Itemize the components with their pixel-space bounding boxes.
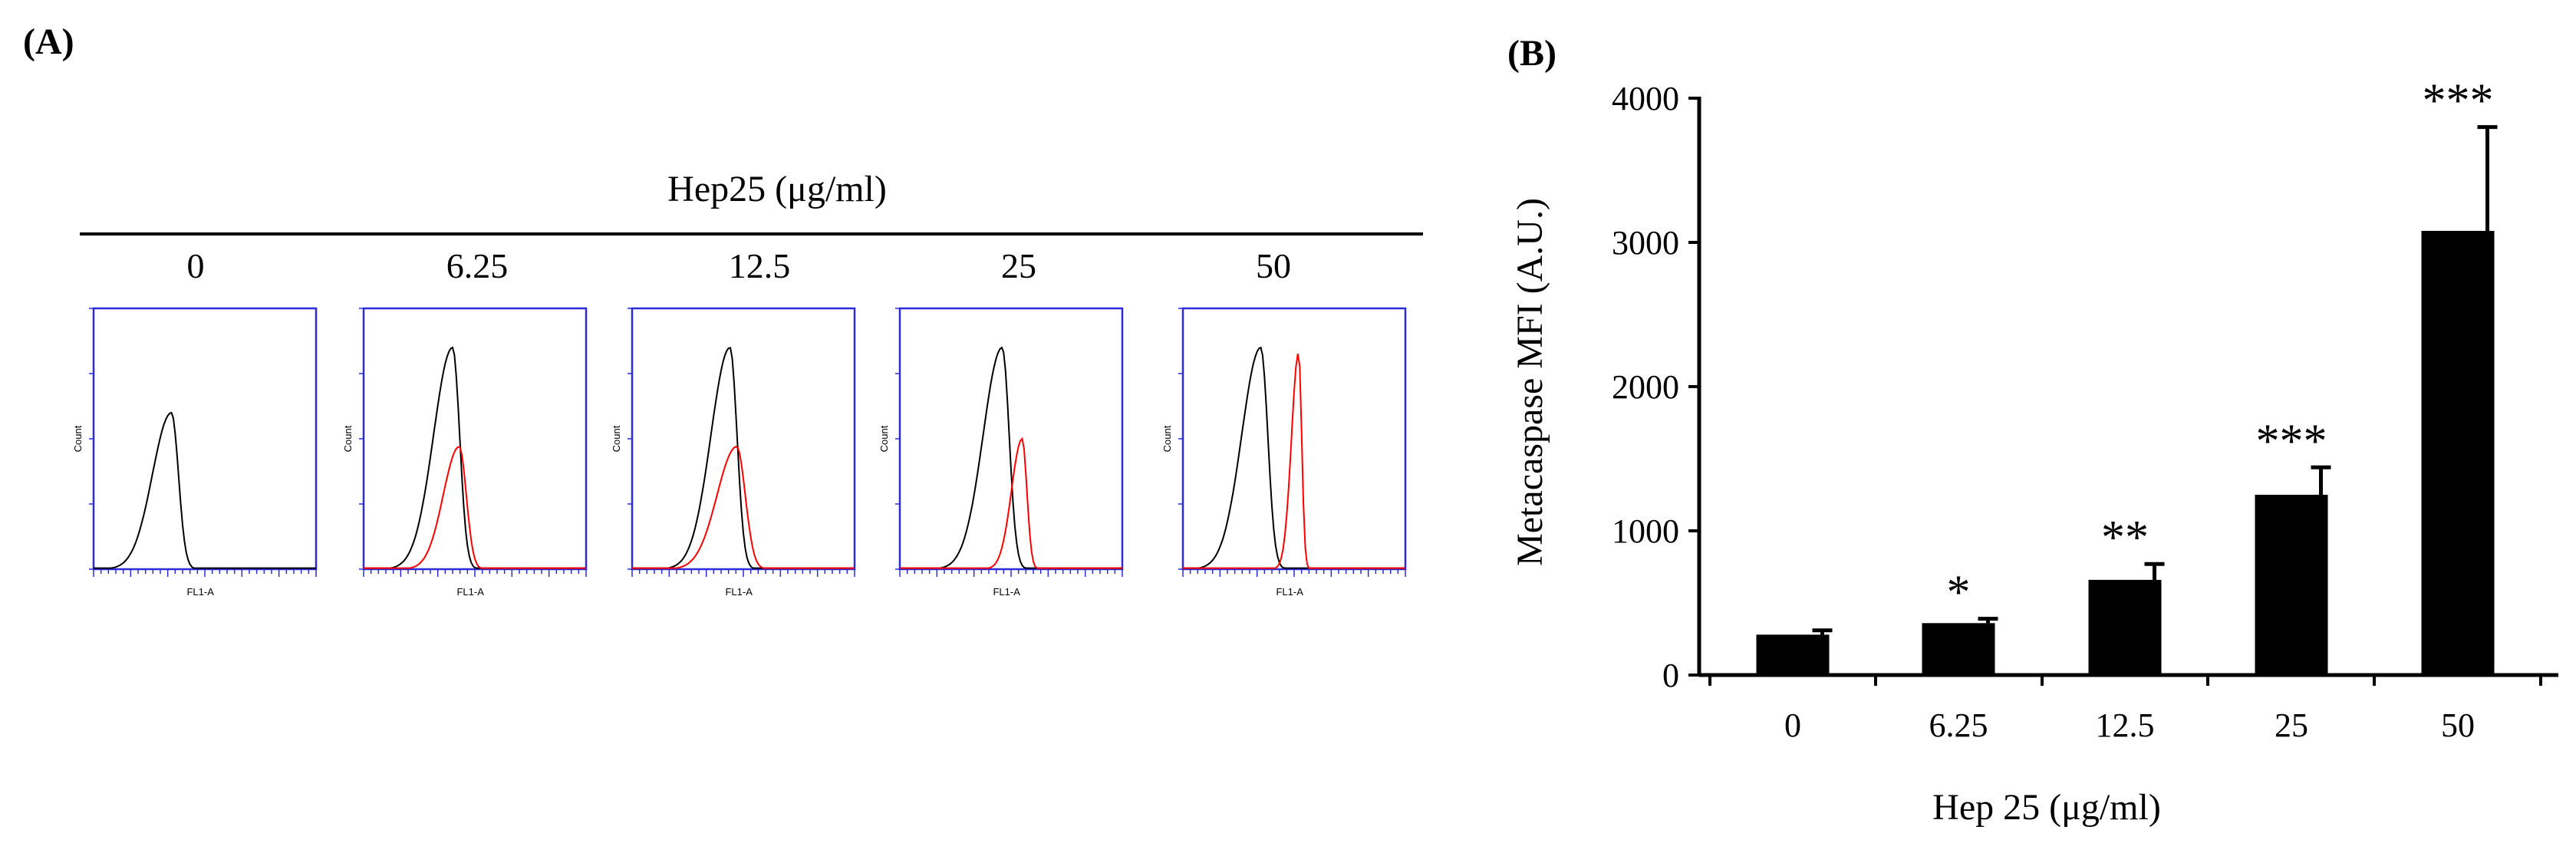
conc-label-6.25: 6.25 bbox=[446, 246, 509, 285]
significance-12.5: ** bbox=[2101, 512, 2149, 564]
x-tick-label-25: 25 bbox=[2275, 706, 2308, 744]
flow-histograms: FL1-A Count FL1-A Count FL1-A Count FL1-A Count… bbox=[72, 307, 1407, 598]
concentration-labels: 0 6.25 12.5 25 50 bbox=[187, 246, 1292, 285]
bar-6.25 bbox=[1922, 623, 1995, 675]
histogram-xlabel: FL1-A bbox=[993, 586, 1020, 598]
histogram-xlabel: FL1-A bbox=[1276, 586, 1303, 598]
control-histogram-curve bbox=[1183, 346, 1405, 569]
y-tick-label-0: 0 bbox=[1662, 657, 1679, 694]
histogram-xlabel: FL1-A bbox=[186, 586, 214, 598]
treated-histogram-curve bbox=[900, 436, 1122, 569]
bar-12.5 bbox=[2088, 579, 2162, 675]
y-axis-title: Metacaspase MFI (A.U.) bbox=[1510, 198, 1550, 566]
conc-label-0: 0 bbox=[187, 246, 205, 285]
x-tick-label-0: 0 bbox=[1784, 706, 1801, 744]
histogram-ylabel: Count bbox=[342, 425, 354, 452]
bar-0 bbox=[1756, 634, 1830, 675]
control-histogram-curve bbox=[364, 346, 586, 569]
panel-a-header: Hep25 (μg/ml) bbox=[667, 169, 887, 209]
panel-b: (B) Metacaspase MFI (A.U.) Hep 25 (μg/ml… bbox=[1507, 33, 2558, 828]
significance-50: *** bbox=[2423, 75, 2494, 127]
significance-6.25: * bbox=[1947, 567, 1971, 619]
control-histogram-curve bbox=[94, 411, 316, 569]
histogram-panel-50: FL1-A Count bbox=[1161, 307, 1407, 598]
histogram-panel-12.5: FL1-A Count bbox=[611, 307, 856, 598]
control-histogram-curve bbox=[632, 347, 855, 569]
y-tick-label-2000: 2000 bbox=[1612, 368, 1679, 406]
panel-b-label: (B) bbox=[1507, 33, 1556, 74]
histogram-frame bbox=[1181, 307, 1407, 571]
histogram-frame bbox=[362, 307, 588, 571]
x-tick-label-6.25: 6.25 bbox=[1929, 706, 1988, 744]
bar-chart: 0 1000 2000 3000 4000 0 6.25 * 12.5 ** 25 *** 50 *** bbox=[1612, 75, 2558, 744]
histogram-frame bbox=[898, 307, 1124, 571]
y-tick-label-3000: 3000 bbox=[1612, 224, 1679, 262]
x-tick-label-50: 50 bbox=[2441, 706, 2475, 744]
conc-label-50: 50 bbox=[1256, 246, 1291, 285]
histogram-xlabel: FL1-A bbox=[725, 586, 753, 598]
panel-a: (A) Hep25 (μg/ml) 0 6.25 12.5 25 50 FL1-… bbox=[23, 21, 1423, 598]
x-axis-title: Hep 25 (μg/ml) bbox=[1932, 787, 2161, 828]
treated-histogram-curve bbox=[632, 446, 855, 569]
histogram-panel-25: FL1-A Count bbox=[878, 307, 1124, 598]
histogram-panel-0: FL1-A Count bbox=[72, 307, 318, 598]
conc-label-25: 25 bbox=[1001, 246, 1036, 285]
conc-label-12.5: 12.5 bbox=[729, 246, 791, 285]
bar-25 bbox=[2255, 495, 2328, 675]
control-histogram-curve bbox=[900, 346, 1122, 569]
significance-25: *** bbox=[2256, 415, 2327, 467]
y-tick-label-1000: 1000 bbox=[1612, 512, 1679, 550]
x-tick-label-12.5: 12.5 bbox=[2096, 706, 2155, 744]
histogram-ylabel: Count bbox=[72, 425, 84, 452]
histogram-frame bbox=[92, 307, 318, 571]
treated-histogram-curve bbox=[1183, 354, 1405, 569]
bar-50 bbox=[2421, 230, 2495, 676]
histogram-ylabel: Count bbox=[1161, 425, 1173, 452]
treated-histogram-curve bbox=[364, 446, 586, 569]
histogram-ylabel: Count bbox=[611, 425, 622, 452]
y-tick-label-4000: 4000 bbox=[1612, 80, 1679, 117]
histogram-ylabel: Count bbox=[878, 425, 890, 452]
histogram-xlabel: FL1-A bbox=[456, 586, 484, 598]
panel-a-label: (A) bbox=[23, 21, 74, 62]
histogram-panel-6.25: FL1-A Count bbox=[342, 307, 588, 598]
